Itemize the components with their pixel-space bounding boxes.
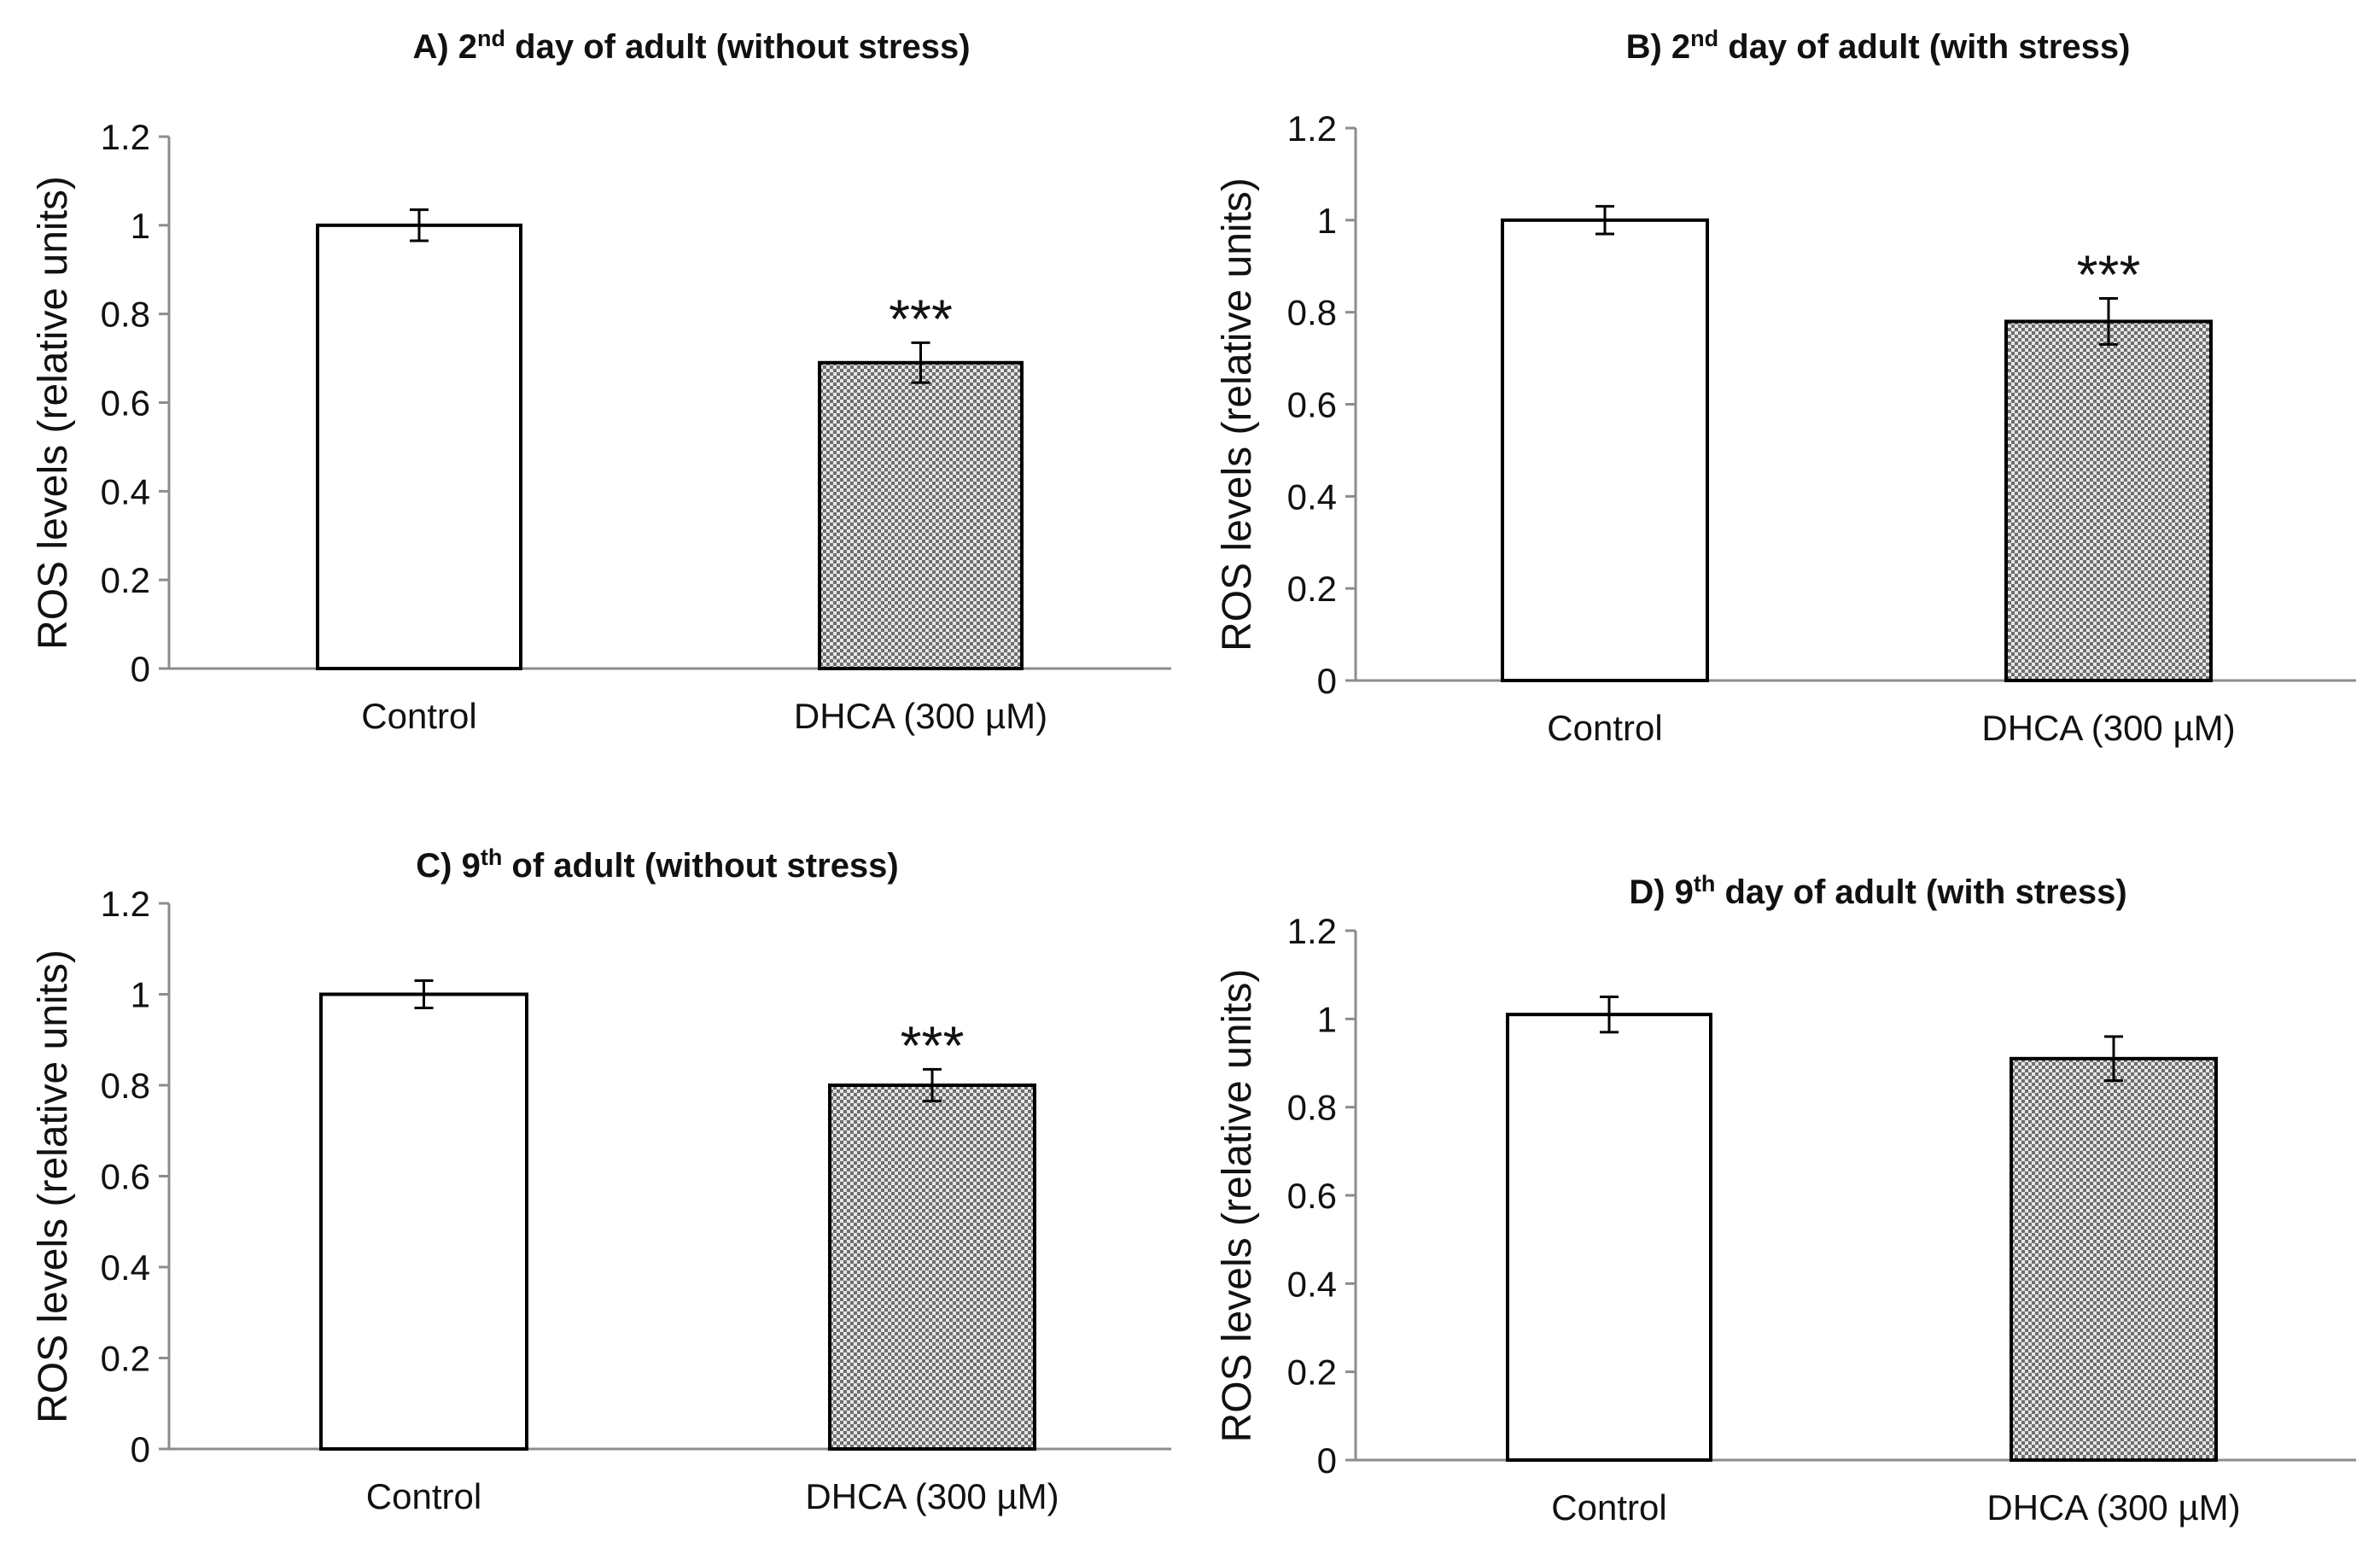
y-tick-label: 0.4	[101, 1247, 150, 1288]
title-superscript: th	[481, 844, 502, 870]
y-tick-label: 0	[1317, 661, 1337, 701]
y-tick-label: 0.4	[1287, 1264, 1337, 1304]
significance-mark: ***	[889, 288, 953, 349]
chart-title-c: C) 9th of adult (without stress)	[416, 844, 899, 885]
significance-mark: ***	[901, 1014, 965, 1076]
title-suffix: day of adult (with stress)	[1718, 28, 2130, 66]
y-tick-label: 0.8	[101, 295, 150, 335]
chart-title-d: D) 9th day of adult (with stress)	[1629, 871, 2126, 911]
x-category-label: Control	[1551, 1487, 1666, 1528]
title-superscript: nd	[477, 26, 505, 51]
significance-mark: ***	[2077, 243, 2141, 305]
panel-b: B) 2nd day of adult (with stress) ROS lev…	[1215, 26, 2356, 748]
x-category-label: DHCA (300 µM)	[794, 696, 1047, 736]
y-tick-label: 1.2	[101, 884, 150, 924]
title-prefix: A) 2	[412, 28, 477, 66]
y-tick-label: 0.2	[101, 1339, 150, 1379]
y-tick-label: 0.8	[101, 1066, 150, 1106]
y-tick-label: 0.4	[1287, 476, 1337, 517]
title-superscript: th	[1694, 871, 1715, 897]
y-tick-label: 1	[1317, 201, 1337, 241]
error-bar-a-0	[410, 208, 429, 242]
y-tick-label: 1	[131, 206, 150, 246]
bar-c-control	[319, 992, 528, 1451]
x-category-label: Control	[366, 1476, 481, 1516]
y-tick-label: 0	[131, 649, 150, 689]
y-tick-label: 1.2	[1287, 911, 1337, 951]
y-tick-label: 1	[131, 975, 150, 1015]
y-tick-label: 0	[131, 1429, 150, 1469]
title-prefix: C) 9	[416, 847, 481, 885]
bar-b-dhca	[2004, 319, 2213, 682]
y-tick-label: 0.2	[1287, 569, 1337, 609]
x-category-label: Control	[1547, 708, 1662, 748]
error-bar-c-0	[414, 979, 434, 1009]
error-bar-c-1	[923, 1067, 942, 1103]
y-tick-label: 0.6	[101, 1157, 150, 1197]
y-tick-label: 1.2	[1287, 108, 1337, 149]
bar-a-dhca	[818, 360, 1024, 670]
bar-a-control	[316, 223, 522, 671]
y-tick-label: 0.4	[101, 471, 150, 511]
y-tick-label: 0.8	[1287, 1088, 1337, 1128]
x-category-label: DHCA (300 µM)	[1986, 1487, 2240, 1528]
y-tick-label: 0.2	[1287, 1352, 1337, 1393]
title-superscript: nd	[1690, 26, 1718, 51]
chart-title-b: B) 2nd day of adult (with stress)	[1626, 26, 2131, 66]
y-tick-label: 1.2	[101, 117, 150, 157]
panel-d: D) 9th day of adult (with stress) ROS lev…	[1215, 871, 2356, 1528]
error-bar-d-0	[1600, 996, 1619, 1034]
chart-title-a: A) 2nd day of adult (without stress)	[412, 26, 970, 66]
title-suffix: day of adult (without stress)	[505, 28, 970, 66]
title-prefix: B) 2	[1626, 28, 1691, 66]
title-suffix: day of adult (with stress)	[1715, 873, 2126, 911]
y-tick-label: 0	[1317, 1440, 1337, 1481]
y-tick-label: 1	[1317, 999, 1337, 1039]
y-axis-label-c: ROS levels (relative units)	[31, 949, 76, 1423]
bar-d-control	[1506, 1013, 1712, 1462]
panel-a: A) 2nd day of adult (without stress) ROS …	[31, 26, 1171, 736]
x-category-label: DHCA (300 µM)	[1981, 708, 2235, 748]
y-tick-label: 0.2	[101, 560, 150, 600]
title-suffix: of adult (without stress)	[502, 847, 898, 885]
error-bar-d-1	[2104, 1035, 2123, 1083]
panel-c: C) 9th of adult (without stress) ROS leve…	[31, 844, 1171, 1516]
bar-d-dhca	[2010, 1056, 2218, 1463]
y-tick-label: 0.6	[1287, 1176, 1337, 1216]
error-bar-b-1	[2099, 296, 2118, 346]
title-prefix: D) 9	[1629, 873, 1694, 911]
bar-b-control	[1501, 218, 1709, 683]
y-tick-label: 0.6	[1287, 385, 1337, 425]
y-axis-label-b: ROS levels (relative units)	[1215, 178, 1260, 651]
y-tick-label: 0.6	[101, 383, 150, 424]
error-bar-a-1	[911, 341, 930, 384]
error-bar-b-0	[1595, 205, 1614, 236]
y-tick-label: 0.8	[1287, 293, 1337, 333]
x-category-label: Control	[361, 696, 476, 736]
y-axis-label-a: ROS levels (relative units)	[31, 176, 76, 650]
y-axis-label-d: ROS levels (relative units)	[1215, 969, 1260, 1443]
x-category-label: DHCA (300 µM)	[805, 1476, 1059, 1516]
bar-c-dhca	[828, 1084, 1036, 1451]
